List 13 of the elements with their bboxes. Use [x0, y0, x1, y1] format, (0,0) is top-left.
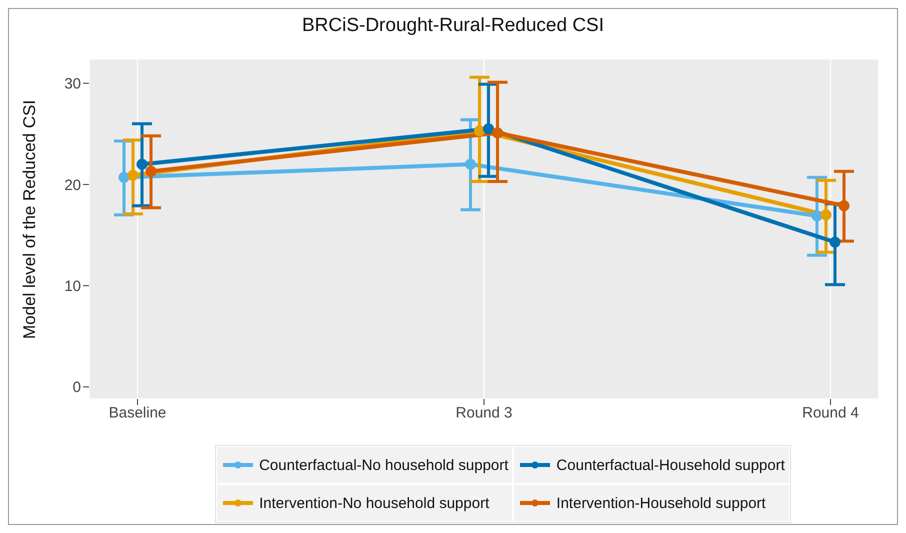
chart-title: BRCiS-Drought-Rural-Reduced CSI — [301, 14, 605, 38]
legend-label: Counterfactual-No household support — [259, 456, 508, 474]
y-axis-title: Model level of the Reduced CSI — [20, 100, 40, 339]
y-tick-label: 20 — [64, 176, 81, 194]
x-tick-label: Round 3 — [456, 404, 512, 422]
legend-label: Intervention-No household support — [259, 494, 490, 512]
y-tick-label: 30 — [64, 76, 81, 93]
legend-label: Counterfactual-Household support — [556, 456, 785, 474]
y-tick-label: 10 — [64, 278, 81, 295]
x-tick-label: Round 4 — [802, 404, 859, 422]
x-tick-label: Baseline — [108, 404, 166, 422]
legend-label: Intervention-Household support — [556, 494, 766, 512]
y-tick-label: 0 — [72, 379, 81, 396]
